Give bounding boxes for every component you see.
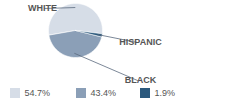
svg-text:43.4%: 43.4% <box>91 88 117 98</box>
svg-text:HISPANIC: HISPANIC <box>119 37 162 47</box>
svg-text:54.7%: 54.7% <box>25 88 51 98</box>
svg-text:WHITE: WHITE <box>28 3 57 13</box>
svg-text:BLACK: BLACK <box>125 75 157 85</box>
svg-text:1.9%: 1.9% <box>155 88 176 98</box>
